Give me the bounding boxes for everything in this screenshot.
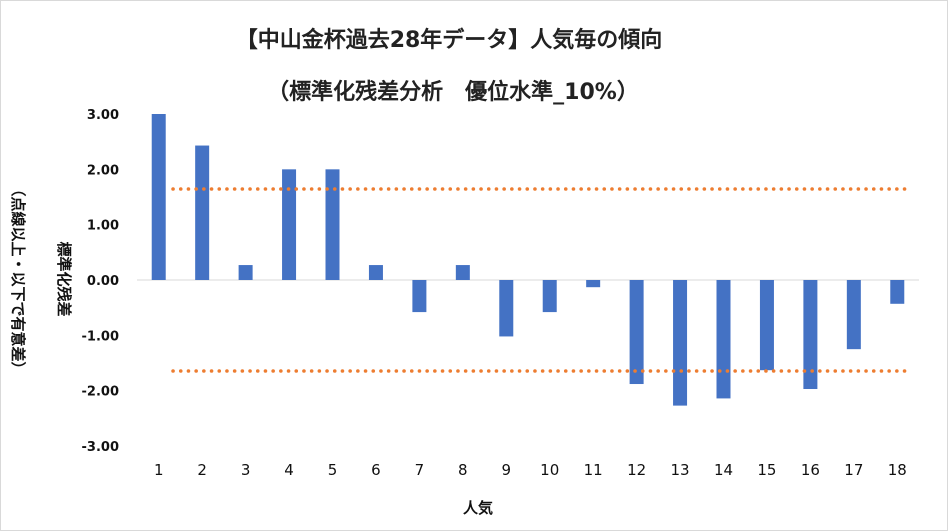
threshold-lines bbox=[171, 187, 909, 373]
bar bbox=[325, 169, 340, 280]
x-tick-label: 3 bbox=[241, 461, 251, 479]
bar bbox=[629, 280, 644, 385]
bar bbox=[455, 265, 470, 280]
y-axis-label-note: （点線以上・以下で有意差） bbox=[9, 181, 27, 376]
bar bbox=[716, 280, 731, 399]
x-tick-label: 8 bbox=[458, 461, 468, 479]
x-tick-label: 12 bbox=[627, 461, 646, 479]
x-tick-label: 10 bbox=[540, 461, 559, 479]
y-axis-ticks: -3.00 -2.00 -1.00 0.00 1.00 2.00 3.00 bbox=[82, 108, 119, 455]
bar bbox=[759, 280, 774, 371]
bar bbox=[890, 280, 905, 304]
bar bbox=[195, 145, 210, 280]
x-tick-label: 18 bbox=[888, 461, 907, 479]
bar bbox=[586, 280, 601, 288]
y-tick-label: 1.00 bbox=[87, 219, 119, 234]
x-tick-label: 15 bbox=[757, 461, 776, 479]
bar bbox=[238, 265, 253, 280]
y-tick-label: -1.00 bbox=[82, 329, 119, 344]
y-tick-label: 3.00 bbox=[87, 108, 119, 123]
bar bbox=[673, 280, 688, 406]
x-tick-label: 14 bbox=[714, 461, 733, 479]
x-tick-label: 1 bbox=[154, 461, 164, 479]
bar bbox=[846, 280, 861, 350]
x-tick-label: 11 bbox=[584, 461, 603, 479]
y-tick-label: -2.00 bbox=[82, 385, 119, 400]
bar bbox=[368, 265, 383, 280]
bar bbox=[151, 114, 166, 280]
x-tick-label: 13 bbox=[671, 461, 690, 479]
y-tick-label: 0.00 bbox=[87, 274, 119, 289]
y-axis-label: 標準化残差 bbox=[55, 241, 73, 316]
y-tick-label: -3.00 bbox=[82, 440, 119, 455]
bar bbox=[499, 280, 514, 337]
x-tick-label: 9 bbox=[502, 461, 512, 479]
x-tick-label: 2 bbox=[197, 461, 207, 479]
chart-subtitle: （標準化残差分析 優位水準_10%） bbox=[267, 79, 639, 105]
chart-title: 【中山金杯過去28年データ】人気毎の傾向 bbox=[236, 27, 663, 53]
x-tick-label: 7 bbox=[415, 461, 425, 479]
x-tick-label: 5 bbox=[328, 461, 338, 479]
x-axis-label: 人気 bbox=[463, 499, 493, 517]
x-tick-label: 4 bbox=[284, 461, 294, 479]
x-tick-label: 6 bbox=[371, 461, 381, 479]
bar-series bbox=[151, 114, 905, 406]
x-tick-label: 16 bbox=[801, 461, 820, 479]
bar bbox=[542, 280, 557, 313]
y-tick-label: 2.00 bbox=[87, 163, 119, 178]
x-tick-label: 17 bbox=[844, 461, 863, 479]
bar bbox=[412, 280, 427, 313]
x-axis-ticks: 1 2 3 4 5 6 7 8 9 10 11 12 13 14 15 16 17 18 bbox=[154, 461, 907, 479]
bar bbox=[803, 280, 818, 390]
bar bbox=[282, 169, 297, 280]
